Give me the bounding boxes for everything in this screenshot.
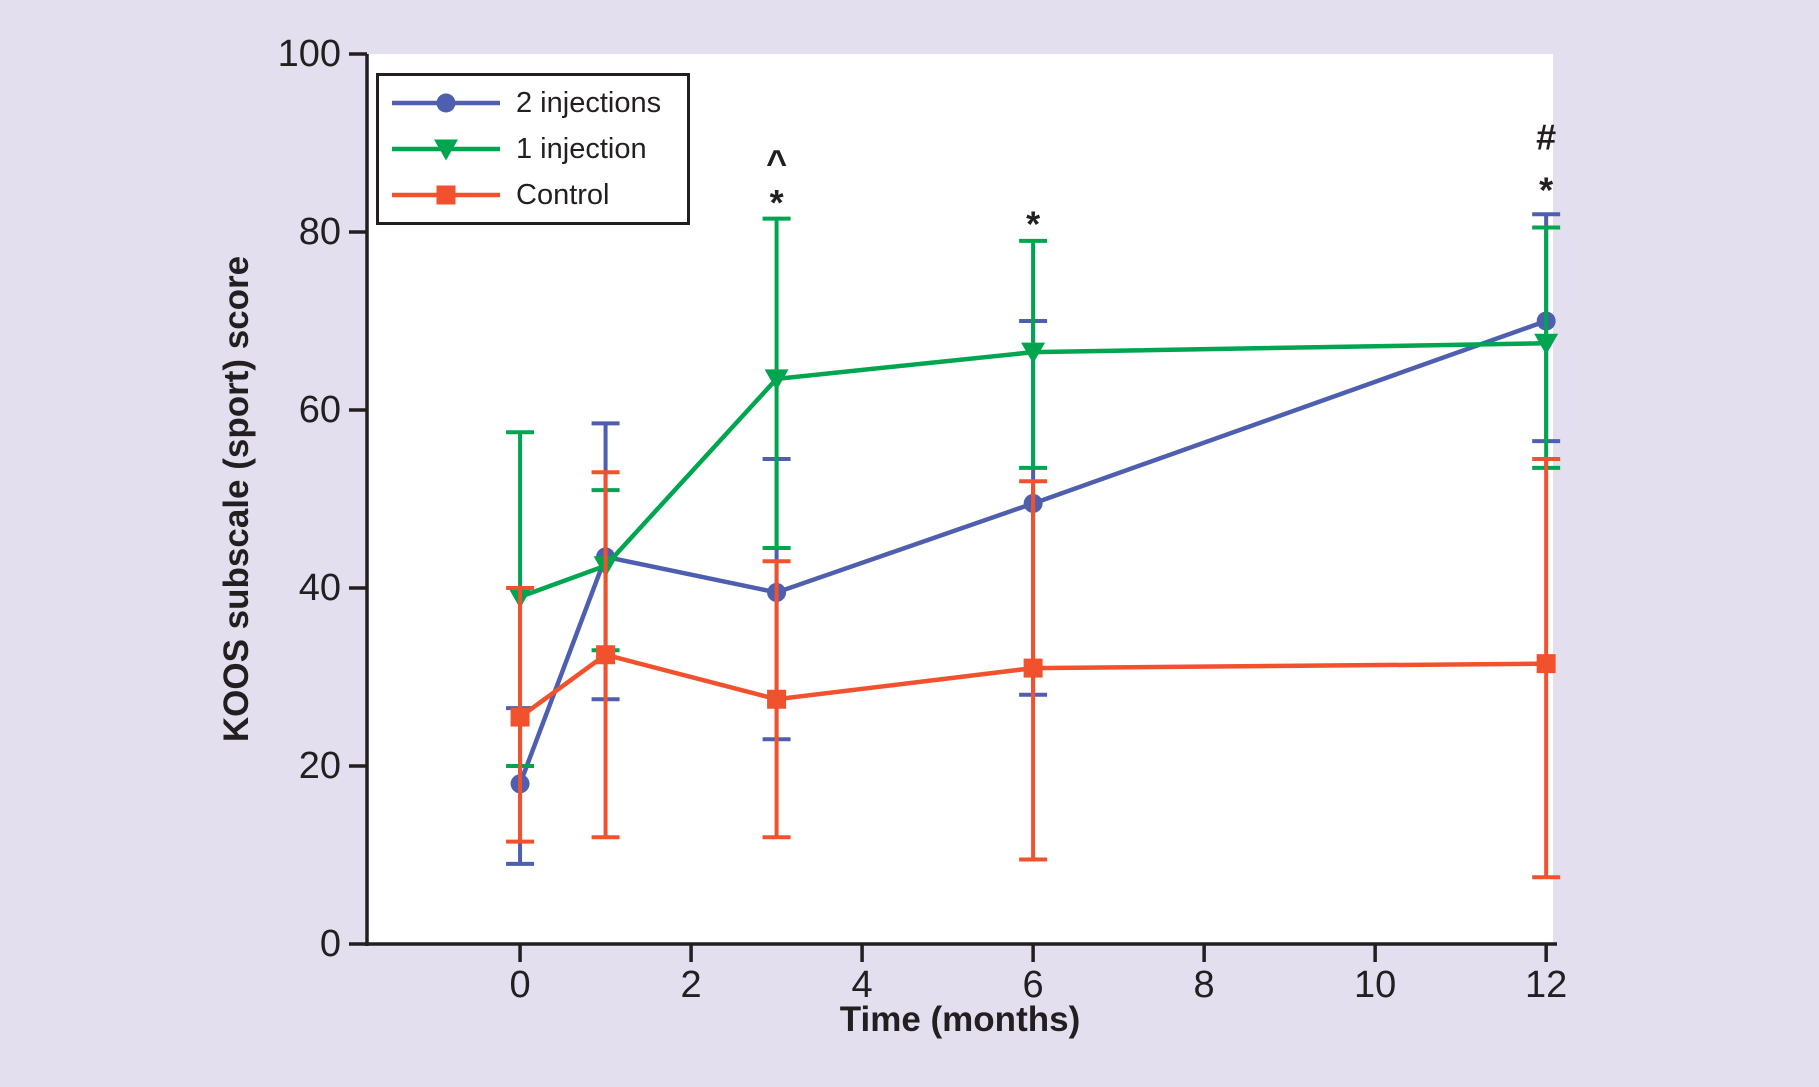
significance-annotation: #	[1536, 116, 1556, 157]
legend-label: 1 injection	[516, 132, 647, 165]
legend: 2 injections 1 injection Control	[376, 73, 690, 225]
x-tick-label: 2	[681, 964, 702, 1006]
x-tick-label: 0	[509, 964, 530, 1006]
y-tick-label: 0	[320, 923, 341, 965]
data-point-marker	[1023, 658, 1043, 678]
x-tick-label: 8	[1194, 964, 1215, 1006]
legend-marker-2-injections	[392, 93, 500, 113]
data-point-marker	[436, 185, 456, 205]
x-axis-title: Time (months)	[839, 1000, 1081, 1039]
legend-label: 2 injections	[516, 86, 662, 119]
data-point-marker	[436, 93, 456, 113]
y-axis-title: KOOS subscale (sport) score	[217, 255, 256, 743]
data-point-marker	[434, 139, 458, 161]
y-tick-label: 40	[299, 567, 341, 609]
x-tick-label: 12	[1525, 964, 1567, 1006]
legend-label: Control	[516, 178, 610, 211]
x-tick-label: 4	[852, 964, 873, 1006]
data-point-marker	[767, 689, 787, 709]
legend-item: 2 injections	[381, 80, 679, 126]
legend-marker-control	[392, 185, 500, 205]
y-tick-label: 20	[299, 745, 341, 787]
data-point-marker	[1536, 654, 1556, 674]
data-point-marker	[1021, 342, 1046, 364]
legend-item: Control	[381, 172, 679, 218]
data-point-marker	[596, 645, 616, 665]
y-tick-label: 60	[299, 389, 341, 431]
y-tick-label: 80	[299, 211, 341, 253]
series-control	[506, 456, 1561, 880]
x-tick-label: 10	[1354, 964, 1396, 1006]
legend-item: 1 injection	[381, 126, 679, 172]
significance-annotation: *	[1539, 170, 1553, 211]
x-tick-label: 6	[1023, 964, 1044, 1006]
data-point-marker	[764, 369, 789, 391]
legend-marker-1-injection	[392, 139, 500, 161]
significance-annotation: *	[1026, 203, 1040, 244]
y-tick-label: 100	[278, 33, 341, 75]
data-point-marker	[510, 707, 530, 727]
data-point-marker	[1534, 333, 1559, 355]
significance-annotation: ^	[766, 142, 787, 183]
significance-annotation: *	[770, 182, 784, 223]
